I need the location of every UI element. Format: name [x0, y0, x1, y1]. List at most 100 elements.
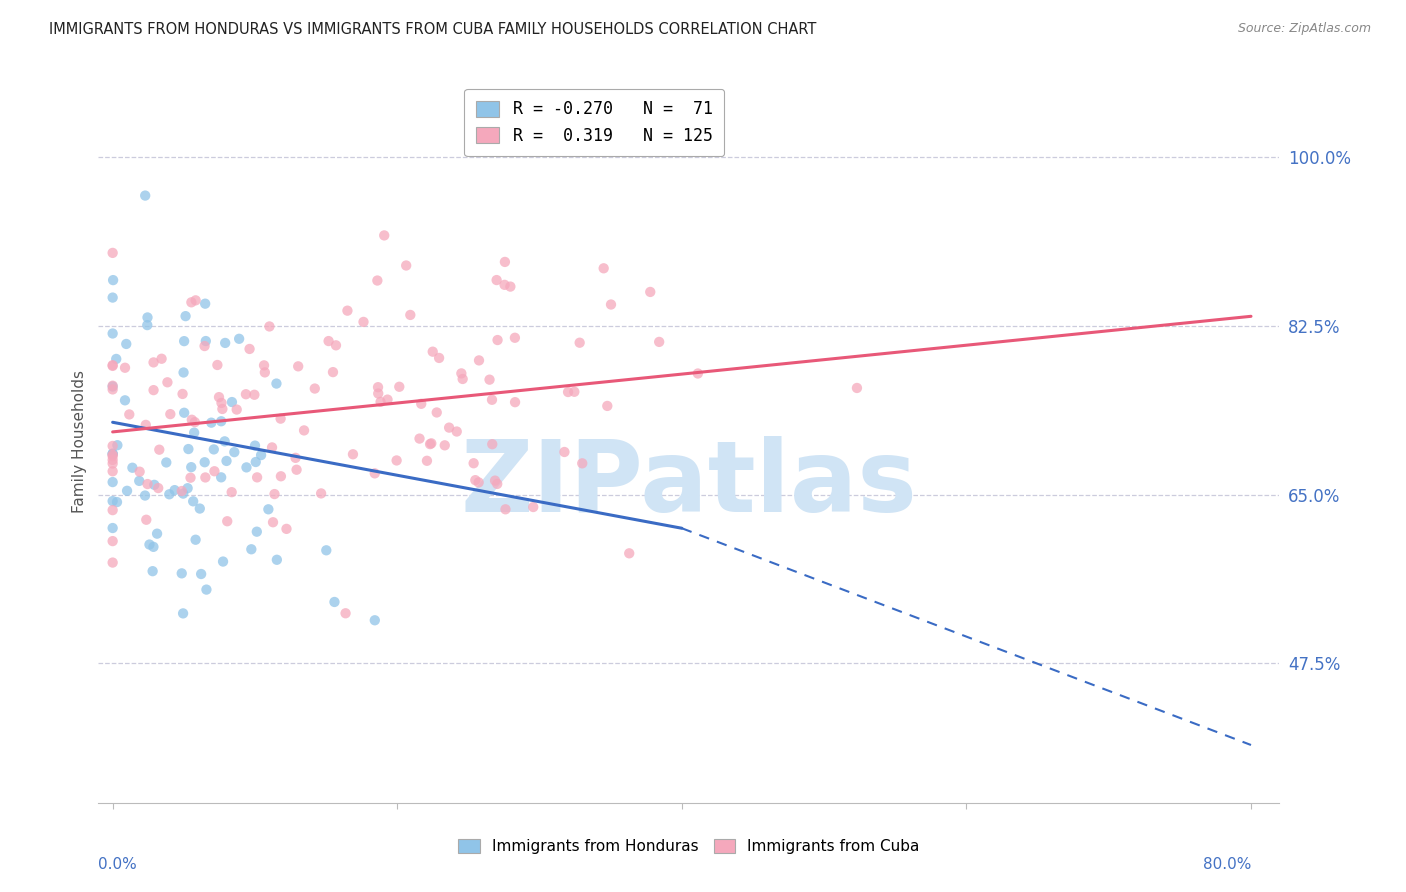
Point [568, 335, 591, 350]
Point [101, 556, 124, 570]
Point [485, 273, 508, 287]
Point [259, 319, 281, 334]
Point [419, 437, 441, 451]
Point [176, 481, 198, 495]
Point [433, 438, 456, 452]
Point [600, 297, 623, 311]
Point [209, 470, 232, 484]
Point [287, 359, 309, 374]
Point [266, 553, 288, 567]
Point [638, 285, 661, 299]
Point [235, 387, 257, 401]
Point [101, 291, 124, 305]
Point [648, 334, 671, 349]
Point [148, 442, 170, 457]
Point [494, 255, 516, 269]
Point [172, 387, 194, 401]
Point [212, 555, 235, 569]
Point [202, 442, 225, 457]
Point [270, 469, 292, 483]
Point [486, 477, 509, 491]
Point [142, 564, 165, 578]
Point [416, 454, 439, 468]
Point [592, 261, 614, 276]
Point [478, 373, 501, 387]
Point [142, 383, 165, 397]
Point [172, 607, 194, 621]
Point [101, 453, 124, 467]
Legend: Immigrants from Honduras, Immigrants from Cuba: Immigrants from Honduras, Immigrants fro… [453, 832, 925, 860]
Point [156, 376, 179, 390]
Point [101, 246, 124, 260]
Point [484, 474, 506, 488]
Point [522, 500, 544, 514]
Point [105, 351, 128, 366]
Point [146, 526, 169, 541]
Point [366, 273, 388, 287]
Point [136, 310, 159, 325]
Point [101, 379, 124, 393]
Point [467, 475, 489, 490]
Point [155, 455, 177, 469]
Point [422, 344, 444, 359]
Point [364, 613, 387, 627]
Point [463, 456, 485, 470]
Point [101, 475, 124, 489]
Point [115, 337, 138, 351]
Point [221, 395, 243, 409]
Point [342, 447, 364, 461]
Point [243, 388, 266, 402]
Point [101, 447, 124, 461]
Point [163, 483, 186, 497]
Point [134, 489, 156, 503]
Point [101, 448, 124, 462]
Point [377, 392, 399, 407]
Point [101, 326, 124, 341]
Point [468, 353, 491, 368]
Point [262, 515, 284, 529]
Point [253, 359, 276, 373]
Point [136, 477, 159, 491]
Point [395, 259, 418, 273]
Point [304, 382, 326, 396]
Point [250, 448, 273, 462]
Point [135, 513, 157, 527]
Point [235, 460, 257, 475]
Point [105, 495, 128, 509]
Point [134, 188, 156, 202]
Point [101, 464, 124, 478]
Point [464, 473, 486, 487]
Point [225, 402, 247, 417]
Point [170, 483, 193, 498]
Text: IMMIGRANTS FROM HONDURAS VS IMMIGRANTS FROM CUBA FAMILY HOUSEHOLDS CORRELATION C: IMMIGRANTS FROM HONDURAS VS IMMIGRANTS F… [49, 22, 817, 37]
Point [208, 390, 231, 404]
Point [323, 595, 346, 609]
Point [370, 395, 392, 409]
Point [101, 383, 124, 397]
Point [451, 372, 474, 386]
Point [367, 386, 389, 401]
Point [322, 365, 344, 379]
Point [420, 436, 443, 450]
Point [115, 483, 138, 498]
Point [101, 273, 124, 287]
Point [118, 408, 141, 422]
Point [437, 420, 460, 434]
Point [270, 411, 292, 425]
Point [101, 494, 124, 508]
Point [240, 542, 263, 557]
Point [253, 365, 276, 379]
Point [188, 501, 211, 516]
Point [101, 359, 124, 373]
Point [385, 453, 408, 467]
Point [388, 380, 411, 394]
Point [142, 540, 165, 554]
Point [364, 467, 387, 481]
Point [101, 439, 124, 453]
Point [399, 308, 422, 322]
Point [211, 396, 233, 410]
Point [503, 395, 526, 409]
Point [845, 381, 868, 395]
Point [571, 456, 593, 470]
Point [450, 367, 472, 381]
